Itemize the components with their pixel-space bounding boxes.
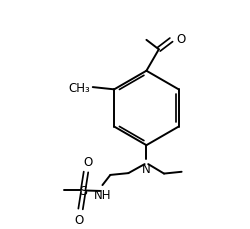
Text: CH₃: CH₃ (68, 81, 90, 94)
Text: N: N (142, 162, 151, 175)
Text: NH: NH (94, 189, 111, 202)
Text: O: O (83, 156, 92, 169)
Text: S: S (79, 184, 87, 197)
Text: O: O (176, 33, 186, 46)
Text: O: O (74, 213, 84, 226)
